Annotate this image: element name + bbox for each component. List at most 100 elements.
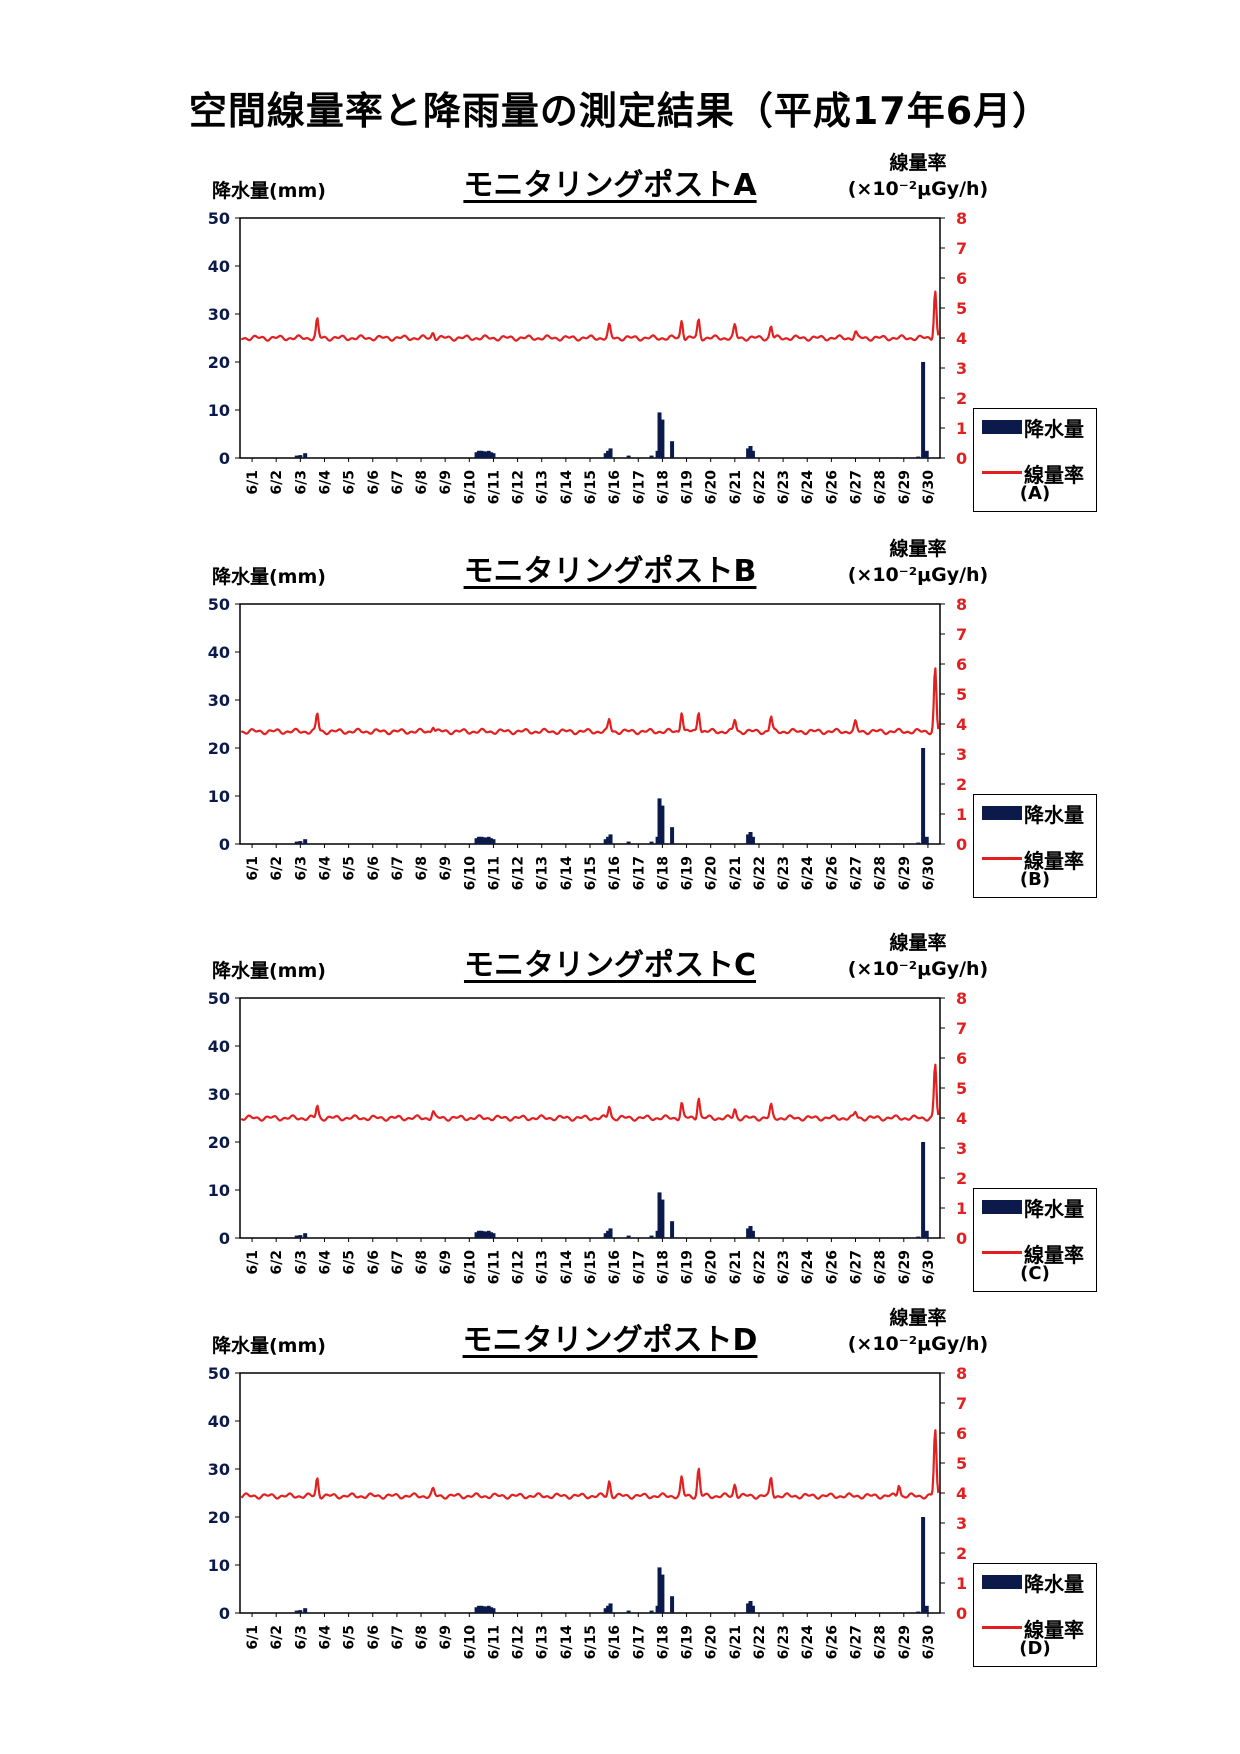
x-tick-label: 6/20 xyxy=(704,1625,720,1660)
x-tick-label: 6/18 xyxy=(655,1625,671,1659)
x-tick-label: 6/26 xyxy=(824,856,840,890)
legend-swatch-bar xyxy=(982,420,1022,434)
x-tick-label: 6/18 xyxy=(655,856,671,890)
x-tick-label: 6/15 xyxy=(583,856,599,890)
rain-bar xyxy=(486,836,491,844)
rain-bar xyxy=(924,1605,929,1613)
chart-panel: 0 10 20 30 40 50 0 1 2 3 4 5 6 7 8 6/1 6/2 6/3 6/4 6/5 6/6 6/… xyxy=(0,1305,1240,1700)
x-tick-label: 6/16 xyxy=(607,470,623,504)
rain-bar xyxy=(489,1232,494,1238)
rain-bar xyxy=(491,1233,496,1238)
rain-bar xyxy=(670,1596,675,1613)
right-tick-label: 5 xyxy=(956,1079,967,1098)
rain-bar xyxy=(484,1606,489,1613)
x-tick-label: 6/6 xyxy=(366,1625,382,1650)
rain-bar xyxy=(606,1605,611,1613)
legend-swatch-bar xyxy=(982,1575,1022,1589)
right-tick-label: 7 xyxy=(956,1019,967,1038)
rain-bar xyxy=(481,1606,486,1613)
x-tick-label: 6/26 xyxy=(824,1250,840,1284)
x-tick-label: 6/14 xyxy=(559,856,575,891)
left-axis-label: 降水量(mm) xyxy=(212,180,326,202)
chart-legend: 降水量 線量率 (B) xyxy=(973,794,1097,898)
x-tick-label: 6/16 xyxy=(607,1625,623,1659)
x-tick-label: 6/8 xyxy=(414,1250,430,1275)
right-axis-label-top: 線量率 xyxy=(889,538,947,560)
rain-bar xyxy=(746,448,751,458)
rain-bar xyxy=(921,748,926,844)
rain-bar xyxy=(626,1610,631,1613)
rain-bar xyxy=(916,1611,921,1613)
legend-swatch-line xyxy=(982,857,1022,860)
x-tick-label: 6/11 xyxy=(486,1250,502,1284)
right-tick-label: 0 xyxy=(956,1604,967,1623)
x-tick-label: 6/4 xyxy=(317,1250,333,1275)
legend-item-rain: 降水量 xyxy=(974,799,1096,827)
x-tick-label: 6/16 xyxy=(607,856,623,890)
x-tick-label: 6/18 xyxy=(655,1250,671,1284)
rain-bar xyxy=(476,836,481,844)
x-tick-label: 6/4 xyxy=(317,856,333,881)
legend-site-label: (A) xyxy=(1019,483,1051,504)
rain-bar xyxy=(750,1605,755,1613)
rain-bar xyxy=(626,841,631,844)
rain-bar xyxy=(657,412,662,458)
rain-bar xyxy=(303,1608,308,1613)
chart-legend: 降水量線量率 (A) xyxy=(973,408,1097,512)
rain-bar xyxy=(746,1228,751,1238)
x-tick-label: 6/15 xyxy=(583,1250,599,1284)
x-tick-label: 6/11 xyxy=(486,1625,502,1659)
x-tick-label: 6/19 xyxy=(680,470,696,504)
rain-bar xyxy=(750,1230,755,1238)
legend-item-rain: 降水量 xyxy=(974,413,1096,441)
x-tick-label: 6/24 xyxy=(800,1250,816,1285)
rain-bar xyxy=(294,1235,299,1238)
x-tick-label: 6/17 xyxy=(631,1250,647,1284)
right-axis-label: 線量率 (×10⁻²μGy/h) xyxy=(818,150,1018,202)
x-tick-label: 6/14 xyxy=(559,1625,575,1660)
right-tick-label: 5 xyxy=(956,299,967,318)
x-tick-label: 6/18 xyxy=(655,470,671,504)
rain-bar xyxy=(649,1235,654,1238)
x-tick-label: 6/8 xyxy=(414,470,430,495)
right-tick-label: 0 xyxy=(956,1229,967,1248)
right-tick-label: 7 xyxy=(956,625,967,644)
x-tick-label: 6/2 xyxy=(269,1250,285,1275)
rain-bar xyxy=(606,1230,611,1238)
x-tick-label: 6/17 xyxy=(631,856,647,890)
x-tick-label: 6/30 xyxy=(921,856,937,891)
left-tick-label: 20 xyxy=(208,1508,230,1527)
legend-swatch-bar xyxy=(982,1200,1022,1214)
rain-bar xyxy=(491,1608,496,1613)
x-tick-label: 6/20 xyxy=(704,856,720,891)
x-tick-label: 6/26 xyxy=(824,470,840,504)
right-tick-label: 4 xyxy=(956,1109,967,1128)
x-tick-label: 6/9 xyxy=(438,856,454,881)
chart-legend: 降水量 線量率 (D) xyxy=(973,1563,1097,1667)
legend-item-dose: 線量率 xyxy=(974,1614,1096,1642)
x-tick-label: 6/22 xyxy=(752,470,768,504)
right-tick-label: 6 xyxy=(956,1049,967,1068)
x-tick-label: 6/29 xyxy=(897,1625,913,1659)
x-tick-label: 6/5 xyxy=(342,856,358,881)
left-axis-label: 降水量(mm) xyxy=(212,960,326,982)
rain-bar xyxy=(916,842,921,844)
rain-bar xyxy=(606,450,611,458)
x-tick-label: 6/7 xyxy=(390,1250,406,1275)
legend-site-label: (C) xyxy=(1020,1263,1050,1284)
x-tick-label: 6/3 xyxy=(293,1625,309,1650)
right-axis-label-unit: (×10⁻²μGy/h) xyxy=(847,958,989,980)
right-tick-label: 6 xyxy=(956,1424,967,1443)
right-axis-label-top: 線量率 xyxy=(889,932,947,954)
legend-item-dose: 線量率 xyxy=(974,459,1096,487)
rain-bar xyxy=(484,451,489,458)
left-tick-label: 30 xyxy=(208,691,230,710)
legend-label-dose: 線量率 xyxy=(1024,849,1084,873)
right-tick-label: 1 xyxy=(956,805,967,824)
chart-title: モニタリングポストB xyxy=(463,554,757,589)
right-axis-label: 線量率 (×10⁻²μGy/h) xyxy=(818,930,1018,982)
chart-title: モニタリングポストC xyxy=(463,948,757,983)
x-tick-label: 6/9 xyxy=(438,1250,454,1275)
chart-svg: 0 10 20 30 40 50 0 1 2 3 4 5 6 7 8 6/1 6/2 6/3 6/4 6/5 6/6 6/… xyxy=(208,989,967,1285)
x-tick-label: 6/19 xyxy=(680,1625,696,1659)
